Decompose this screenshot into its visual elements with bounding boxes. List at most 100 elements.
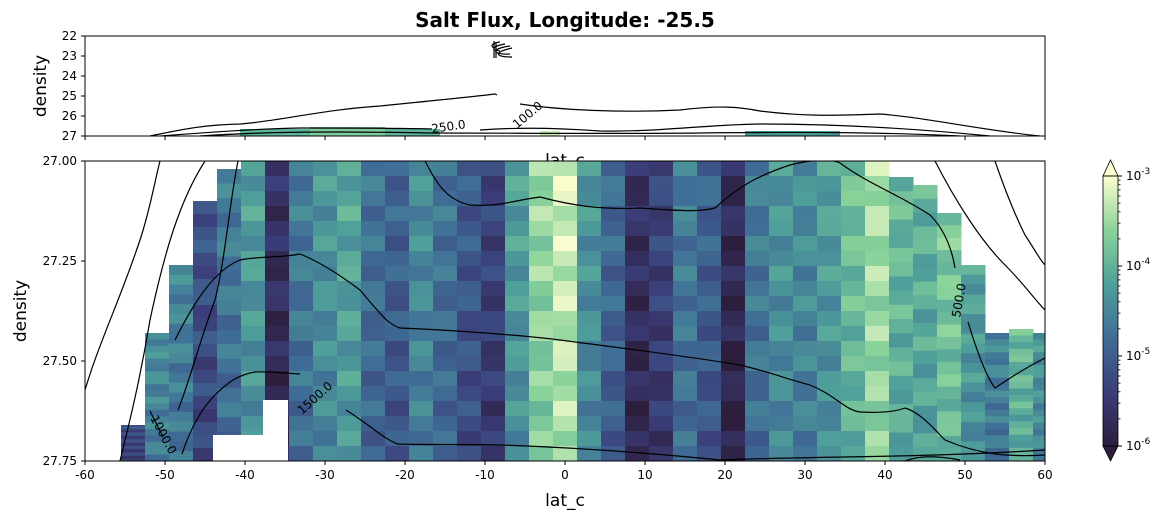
heatmap-cell [289,296,314,312]
heatmap-cell [793,371,818,387]
heatmap-cell [433,206,458,222]
heatmap-cell [985,371,1010,379]
contour-line [424,161,956,269]
heatmap-cell [193,305,218,319]
heatmap-cell [793,416,818,432]
heatmap-cell [913,226,938,241]
heatmap-cell [625,356,650,372]
heatmap-cell [817,221,842,237]
heatmap-cell [937,287,962,301]
heatmap-cell [1033,377,1045,385]
heatmap-cell [1009,408,1034,416]
heatmap-cell [793,266,818,282]
heatmap-cell [409,281,434,297]
heatmap-cell [121,439,146,442]
heatmap-cell [697,176,722,192]
heatmap-cell [265,386,290,402]
heatmap-cell [673,296,698,312]
heatmap-cell [217,417,242,433]
heatmap-cell [769,386,794,402]
heatmap-cell [529,161,554,177]
heatmap-cell [553,266,578,282]
heatmap-cell [601,266,626,282]
heatmap-cell [409,341,434,357]
heatmap-cell [505,221,530,237]
heatmap-cell [457,416,482,432]
colorbar-frame [1102,175,1119,447]
heatmap-cell [697,311,722,327]
heatmap-cell [361,191,386,207]
heatmap-cell [169,274,194,286]
heatmap-cell [457,266,482,282]
colorbar-extend-top [1102,159,1119,177]
heatmap-cell [169,363,194,374]
heatmap-cell [433,416,458,432]
x-tick-label: 40 [877,468,892,482]
top-x-ticks [84,136,1046,140]
heatmap-cell [217,315,242,331]
heatmap-cell [769,356,794,372]
heatmap-cell [889,375,914,391]
heatmap-cell [241,401,266,417]
heatmap-cell [985,397,1010,404]
heatmap-cell [193,396,218,410]
heatmap-cell [433,311,458,327]
contour-label: 100.0 [510,98,545,131]
heatmap-cell [577,371,602,387]
heatmap-cell [505,446,530,461]
heatmap-cell [121,459,146,461]
heatmap-cell [697,416,722,432]
heatmap-cell [937,299,962,313]
heatmap-cell [601,236,626,252]
heatmap-cell [961,402,986,413]
heatmap-cell [265,191,290,207]
contour-line [149,93,498,136]
heatmap-cell [337,326,362,342]
heatmap-cell [337,311,362,327]
heatmap-cell [121,430,146,433]
x-tick-label: -20 [395,468,415,482]
colorbar-tick-label: 10-5 [1126,347,1150,363]
heatmap-cell [745,236,770,252]
top-plot-area: 250.0 100.0 [149,41,1041,136]
heatmap-cell [217,212,242,228]
colorbar-tick-label: 10-3 [1126,167,1150,183]
bottom-panel: 1000.0 1500.0 500.0 27.00 27.25 27.50 27.75… [11,154,1053,511]
heatmap-cell [313,371,338,387]
heatmap-cell [145,371,170,379]
heatmap-cell [697,266,722,282]
heatmap-cell [817,266,842,282]
heatmap-cell [649,191,674,207]
heatmap-cell [745,326,770,342]
heatmap-cell [625,386,650,402]
heatmap-cell [697,446,722,461]
heatmap-cell [673,281,698,297]
heatmap-cell [721,221,746,237]
heatmap-cell [313,206,338,222]
heatmap-cell [433,326,458,342]
heatmap-cell [793,326,818,342]
heatmap-cell [577,281,602,297]
heatmap-cell [697,236,722,252]
heatmap-cell [481,191,506,207]
heatmap-cell [577,266,602,282]
heatmap-cell [745,431,770,447]
heatmap-cell [289,236,314,252]
heatmap-cell [889,418,914,434]
heatmap-cell [865,206,890,222]
heatmap-cell [433,251,458,267]
heatmap-cell [457,281,482,297]
heatmap-cell [673,416,698,432]
heatmap-cell [841,386,866,402]
heatmap-cell [553,176,578,192]
heatmap-cell [409,431,434,447]
heatmap-cell [865,311,890,327]
heatmap-cell [337,206,362,222]
heatmap-cell [649,386,674,402]
heatmap-cell [505,356,530,372]
heatmap-cell [961,294,986,305]
heatmap-cell [457,401,482,417]
heatmap-cell [433,431,458,447]
heatmap-cell [313,236,338,252]
heatmap-cell [361,221,386,237]
